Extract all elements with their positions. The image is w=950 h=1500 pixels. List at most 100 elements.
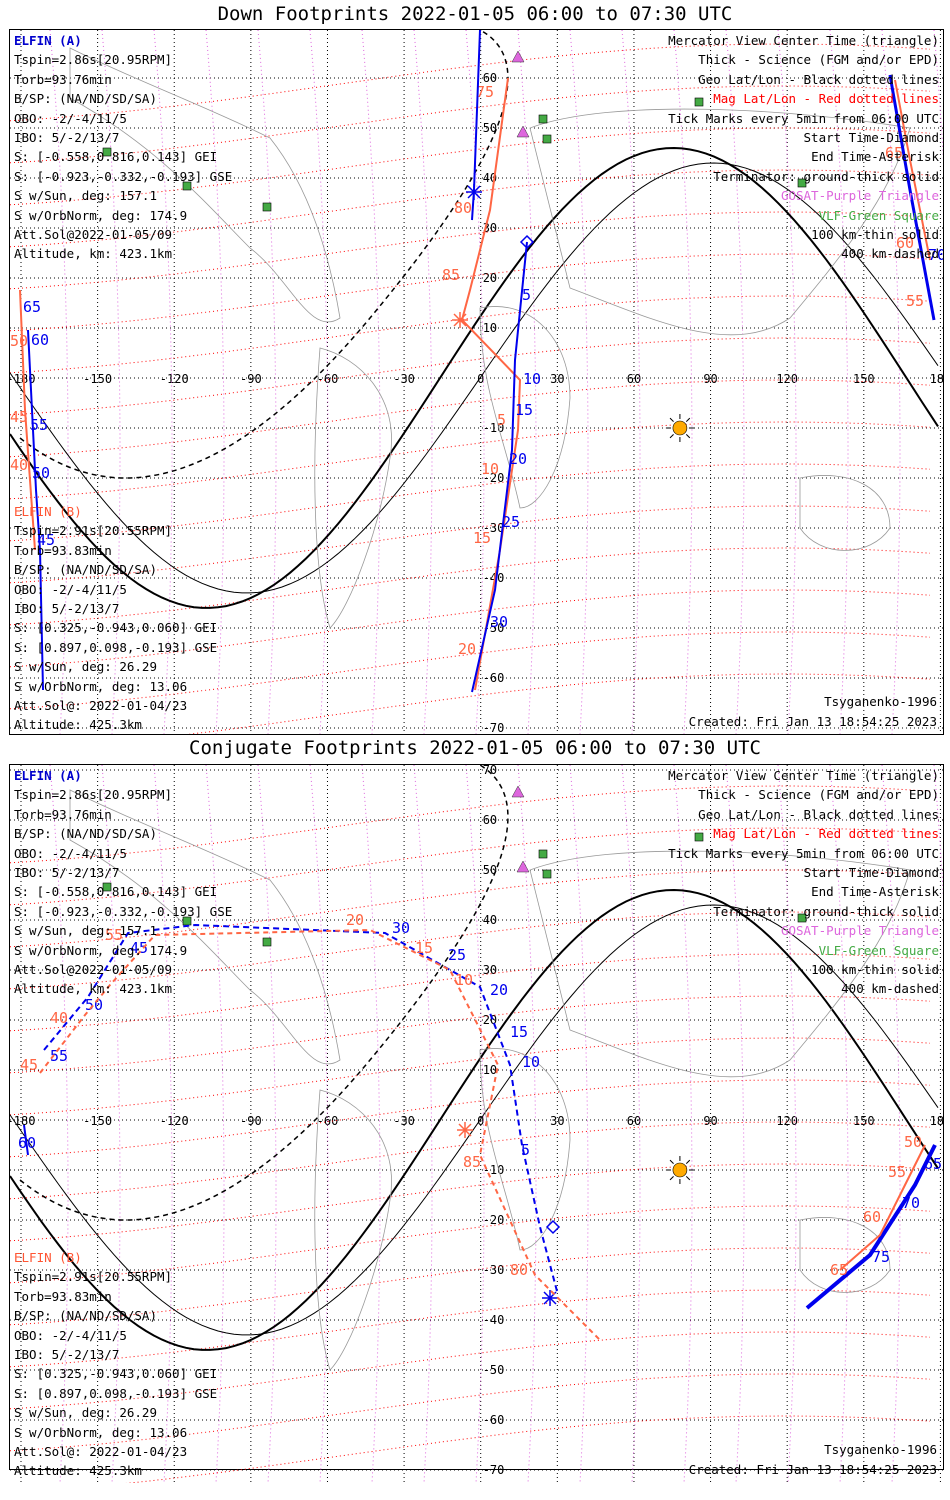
legend-entry: GOSAT-Purple Triangle (780, 188, 939, 204)
legend-entry: Mag Lat/Lon - Red dotted lines (713, 826, 939, 842)
info-line: S w/OrbNorm, deg: 174.9 (14, 207, 188, 223)
map-canvas: -180-150-120-90-60-300306090120150180706… (10, 765, 943, 1483)
info-line: S: [0.325,-0.943,0.060] GEI (14, 620, 218, 636)
map-canvas: -180-150-120-90-60-300306090120150180605… (10, 30, 943, 734)
sun-ray (669, 434, 674, 439)
lon-tick-label: -90 (240, 1114, 262, 1128)
lon-tick-label: -120 (160, 372, 189, 386)
vlf-square (262, 202, 272, 212)
legend-entry: Tick Marks every 5min from 06:00 UTC (668, 110, 939, 126)
lat-tick-label: -50 (483, 1363, 505, 1377)
mag-parallel (10, 1037, 931, 1116)
mag-parallel (10, 295, 931, 374)
track-tick-label: 80 (454, 199, 472, 217)
coastline (69, 789, 341, 1065)
track-tick-label: 25 (502, 513, 520, 531)
lon-tick-label: 120 (776, 1114, 798, 1128)
legend-entry: VLF-Green Square (818, 207, 939, 223)
info-line: Altitude, km: 423.1km (14, 246, 173, 262)
mag-parallel (10, 1163, 931, 1242)
vlf-square (262, 937, 272, 947)
info-line: Torb=93.76min (14, 71, 112, 87)
info-line: B/SP: (NA/ND/SD/SA) (14, 562, 157, 578)
legend-entry: Terminator: ground-thick solid (713, 168, 939, 184)
info-line: S w/OrbNorm, deg: 13.06 (14, 1424, 188, 1440)
track-tick-label: 10 (523, 370, 541, 388)
gosat-triangle (511, 785, 525, 798)
track-tick-label: 30 (392, 919, 410, 937)
mag-meridian (361, 30, 381, 734)
info-line: OBO: -2/-4/11/5 (14, 581, 127, 597)
legend-entry: Geo Lat/Lon - Black dotted lines (698, 806, 939, 822)
lat-tick-label: -40 (483, 1313, 505, 1327)
elfin-a-info: ELFIN (A) Tspin=2.86s[20.95RPM] Torb=93.… (14, 766, 232, 999)
track-tick-label: 50 (10, 332, 28, 350)
legend-entry: End Time-Asterisk (811, 149, 939, 165)
lat-tick-label: -40 (483, 571, 505, 585)
track-tick-label: 10 (481, 460, 499, 478)
track-tick-label: 70 (928, 246, 943, 264)
lon-tick-label: -150 (83, 372, 112, 386)
elfin-a-track-right (805, 1144, 937, 1310)
info-line: Torb=93.83min (14, 542, 112, 558)
sun-ray (685, 1159, 691, 1164)
track-tick-label: 65 (23, 298, 41, 316)
mag-parallel (10, 421, 931, 500)
lat-tick-label: 50 (483, 863, 497, 877)
legend-entry: End Time-Asterisk (811, 884, 939, 900)
track-tick-label: 60 (896, 234, 914, 252)
sun-icon (672, 420, 688, 436)
vlf-square (694, 832, 704, 842)
info-line: B/SP: (NA/ND/SD/SA) (14, 91, 157, 107)
lat-tick-label: -70 (483, 1463, 505, 1477)
lon-tick-label: 150 (853, 1114, 875, 1128)
coastline (479, 306, 571, 509)
lon-tick-label: -120 (160, 1114, 189, 1128)
legend: Mercator View Center Time (triangle) Thic… (668, 766, 939, 999)
lon-tick-label: 30 (550, 372, 564, 386)
info-line: S w/Sun, deg: 157.1 (14, 923, 157, 939)
elfin-b-track-left (19, 289, 36, 551)
legend-entry: Geo Lat/Lon - Black dotted lines (698, 71, 939, 87)
info-line: Att.Sol@: 2022-01-04/23 (14, 1444, 188, 1460)
track-tick-label: 15 (515, 401, 533, 419)
info-line: S: [-0.923,-0.332,-0.193] GSE (14, 903, 233, 919)
mag-parallel (10, 379, 931, 458)
lat-tick-label: 50 (483, 121, 497, 135)
info-line: S: [0.897,0.098,-0.193] GSE (14, 639, 218, 655)
info-line: Att.Sol@: 2022-01-04/23 (14, 698, 188, 714)
created-timestamp: Created: Fri Jan 13 18:54:25 2023 (688, 714, 937, 729)
legend-entry: Thick - Science (FGM and/or EPD) (698, 52, 939, 68)
info-line: S w/Sun, deg: 26.29 (14, 659, 157, 675)
track-tick-label: 45 (10, 408, 28, 426)
lat-tick-label: -60 (483, 1413, 505, 1427)
start-diamond (519, 234, 535, 250)
terminator-100km (10, 162, 939, 594)
lon-tick-label: -30 (393, 372, 415, 386)
lon-tick-label: -90 (240, 372, 262, 386)
track-tick-label: 60 (31, 331, 49, 349)
info-line: Tspin=2.86s[20.95RPM] (14, 787, 173, 803)
lon-tick-label: 180 (930, 372, 943, 386)
elfin-a-track-left (27, 329, 44, 691)
track-tick-label: 75 (476, 83, 494, 101)
track-tick-label: 55 (105, 926, 123, 944)
track-tick-label: 50 (32, 464, 50, 482)
lon-tick-label: 60 (627, 1114, 641, 1128)
vlf-square (182, 181, 192, 191)
lat-tick-label: -10 (483, 1163, 505, 1177)
elfin-b-info: ELFIN (B) Tspin=2.91s[20.55RPM] Torb=93.… (14, 1248, 217, 1481)
lat-tick-label: 60 (483, 813, 497, 827)
track-tick-label: 85 (442, 266, 460, 284)
end-asterisk (458, 1123, 472, 1137)
down-footprints-map: -180-150-120-90-60-300306090120150180605… (9, 29, 944, 735)
model-credit: Tsyganenko-1996 (824, 694, 937, 709)
sun-ray (685, 417, 691, 422)
info-line: B/SP: (NA/ND/SD/SA) (14, 1308, 157, 1324)
info-line: B/SP: (NA/ND/SD/SA) (14, 826, 157, 842)
gosat-triangle (511, 50, 525, 63)
mag-meridian (517, 765, 537, 1483)
mag-meridian (569, 30, 589, 734)
info-line: S: [-0.558,0.816,0.143] GEI (14, 149, 218, 165)
lat-tick-label: 10 (483, 321, 497, 335)
